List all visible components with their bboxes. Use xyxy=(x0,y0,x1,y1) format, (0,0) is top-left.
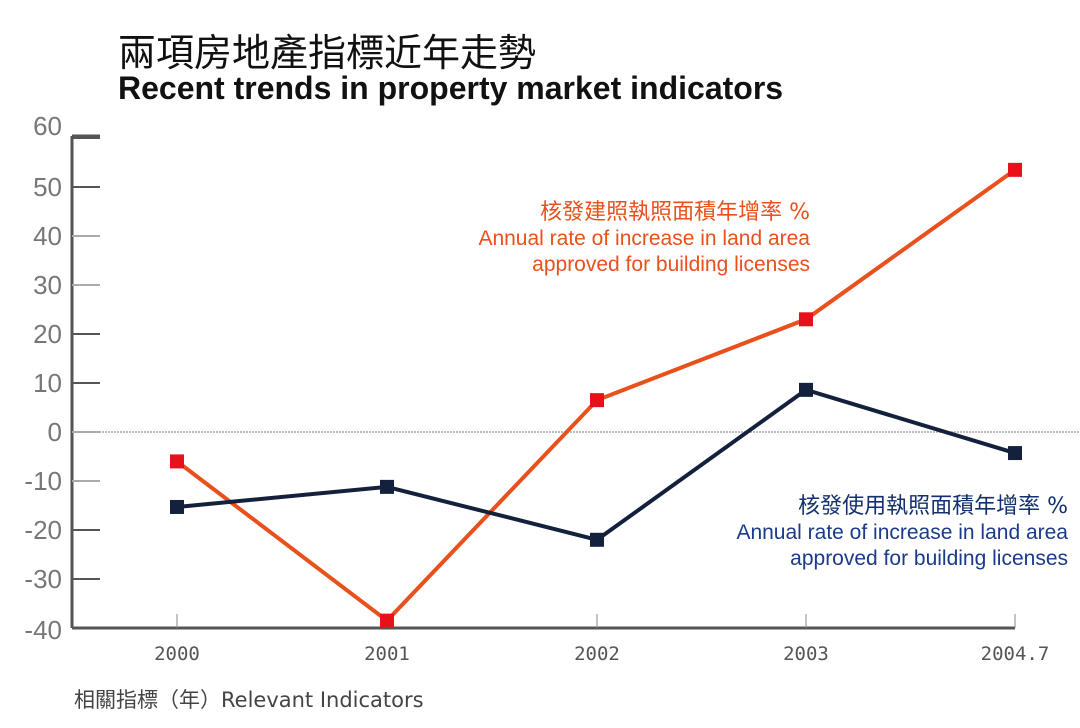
data-point xyxy=(799,312,813,327)
data-point xyxy=(799,382,813,397)
data-point xyxy=(380,479,394,494)
data-point xyxy=(1008,446,1022,461)
data-point xyxy=(170,454,184,469)
data-point xyxy=(590,393,604,408)
y-tick-label: -40 xyxy=(24,615,62,645)
chart-subtitle: Recent trends in property market indicat… xyxy=(118,70,784,106)
x-tick-label: 2004.7 xyxy=(981,643,1050,665)
data-point xyxy=(1008,162,1022,177)
legend-label-en: approved for building licenses xyxy=(790,547,1068,570)
legend-label-en: Annual rate of increase in land area xyxy=(736,521,1068,544)
data-point xyxy=(380,613,394,628)
legend-use-licenses: 核發使用執照面積年增率 % Annual rate of increase in… xyxy=(736,494,1068,572)
y-tick-label: 0 xyxy=(48,417,62,447)
y-tick-label: -10 xyxy=(24,466,62,496)
legend-building-licenses: 核發建照執照面積年增率 % Annual rate of increase in… xyxy=(478,200,810,278)
x-tick-label: 2002 xyxy=(574,643,620,665)
legend-label-zh: 核發建照執照面積年增率 % xyxy=(540,200,810,225)
x-tick-label: 2001 xyxy=(364,643,410,665)
legend-label-zh: 核發使用執照面積年增率 % xyxy=(798,494,1068,519)
y-tick-label: -20 xyxy=(24,515,62,545)
y-tick-label: 30 xyxy=(33,270,62,300)
y-tick-label: 60 xyxy=(33,111,62,141)
data-point xyxy=(170,499,184,514)
y-tick-label: 10 xyxy=(33,368,62,398)
x-tick-label: 2000 xyxy=(154,643,200,665)
legend-label-en: Annual rate of increase in land area xyxy=(478,227,810,250)
chart-title: 兩項房地產指標近年走勢 xyxy=(118,31,537,75)
y-tick-label: -30 xyxy=(24,564,62,594)
y-tick-label: 20 xyxy=(33,319,62,349)
y-tick-label: 50 xyxy=(33,172,62,202)
legend-label-en: approved for building licenses xyxy=(532,253,810,276)
x-tick-label: 2003 xyxy=(783,643,829,665)
y-tick-label: 40 xyxy=(33,221,62,251)
x-axis-label: 相關指標（年）Relevant Indicators xyxy=(74,688,424,712)
data-point xyxy=(590,532,604,547)
